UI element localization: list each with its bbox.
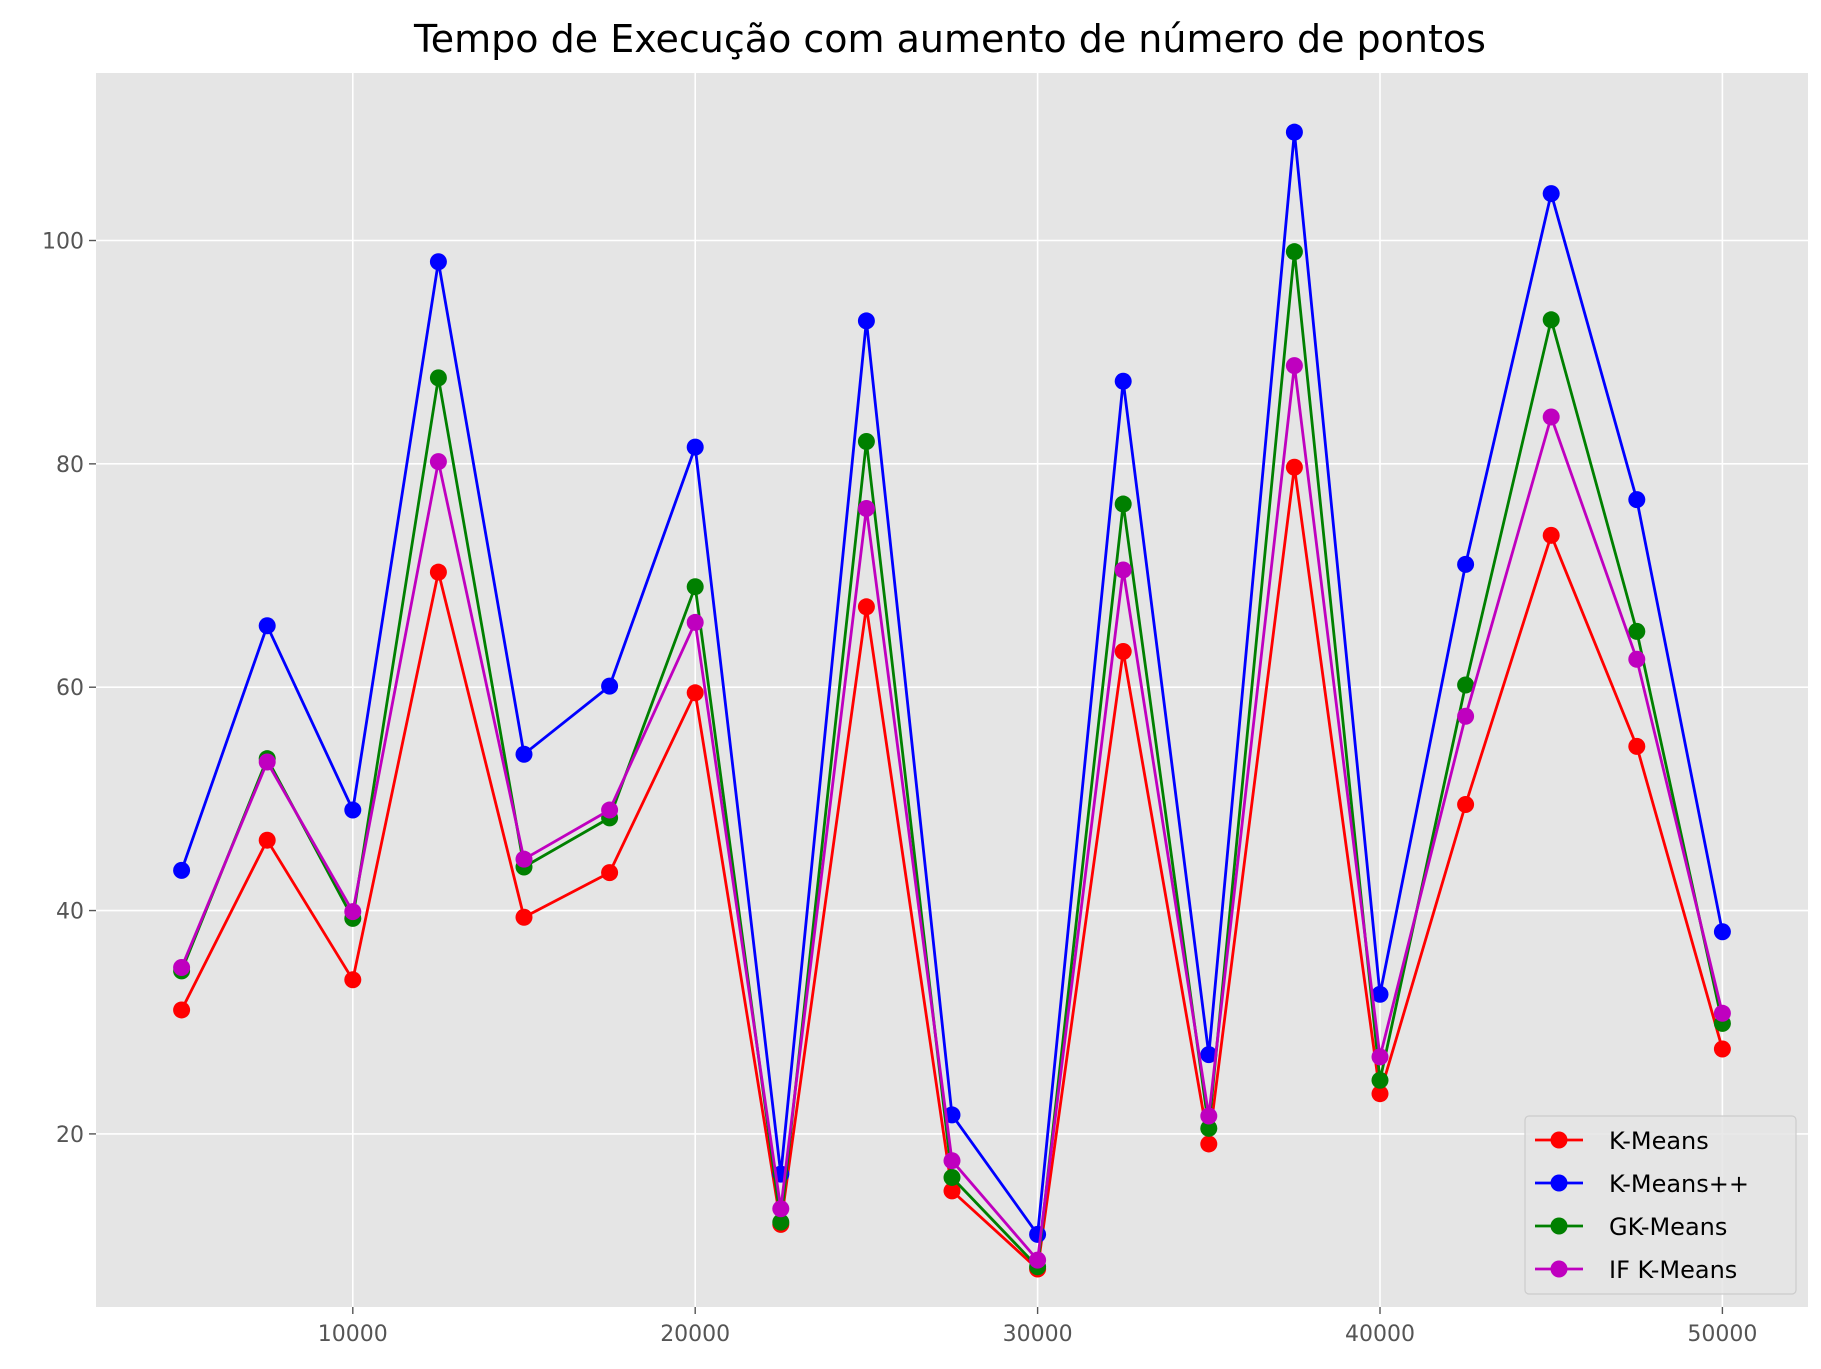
legend-label-k-meansplusplus: K-Means++ [1609,1170,1749,1198]
y-tick-label: 60 [56,676,84,701]
data-point-k-meansplusplus [1457,555,1475,573]
data-point-k-meansplusplus [1114,372,1132,390]
data-point-if-k-means [1371,1048,1389,1066]
data-point-k-means [1542,526,1560,544]
series-layer [173,123,1731,1278]
data-point-k-meansplusplus [1713,923,1731,941]
data-point-gk-means [1542,311,1560,329]
series-k-means [173,458,1731,1278]
legend-marker-gk-means [1550,1217,1568,1235]
data-point-gk-means [1114,495,1132,513]
data-point-if-k-means [686,613,704,631]
data-point-gk-means [1285,243,1303,261]
data-point-k-meansplusplus [857,312,875,330]
data-point-if-k-means [173,959,191,977]
axis-ticks: 10000 20000 30000 40000 50000 20 40 60 80 100 [42,230,1757,1347]
x-tick-label: 50000 [1687,1322,1757,1347]
data-point-if-k-means [772,1200,790,1218]
data-point-gk-means [429,369,447,387]
y-tick-label: 20 [56,1123,84,1148]
data-point-gk-means [772,1213,790,1231]
y-tick-label: 40 [56,900,84,925]
data-point-gk-means [1371,1071,1389,1089]
data-point-if-k-means [601,801,619,819]
data-point-gk-means [1628,622,1646,640]
y-tick-label: 80 [56,453,84,478]
data-point-if-k-means [1285,357,1303,375]
data-point-k-means [1285,458,1303,476]
data-point-k-meansplusplus [1029,1225,1047,1243]
data-point-if-k-means [344,903,362,921]
data-point-k-means [1713,1040,1731,1058]
data-point-k-means [515,908,533,926]
data-point-k-means [857,598,875,616]
x-tick-label: 30000 [1003,1322,1073,1347]
data-point-k-meansplusplus [515,745,533,763]
series-if-k-means [173,357,1731,1269]
data-point-k-means [258,831,276,849]
data-point-k-meansplusplus [686,438,704,456]
data-point-gk-means [943,1168,961,1186]
legend-marker-k-means [1550,1131,1568,1149]
data-point-if-k-means [1713,1004,1731,1022]
data-point-k-means [601,864,619,882]
data-point-if-k-means [429,453,447,471]
data-point-k-meansplusplus [173,861,191,879]
data-point-k-meansplusplus [1371,985,1389,1003]
plot-area [96,73,1808,1307]
data-point-k-meansplusplus [429,253,447,271]
data-point-if-k-means [515,850,533,868]
data-point-gk-means [857,433,875,451]
data-point-k-meansplusplus [601,677,619,695]
data-point-if-k-means [1029,1251,1047,1269]
data-point-k-meansplusplus [1200,1046,1218,1064]
data-point-k-means [1457,795,1475,813]
data-point-if-k-means [1114,561,1132,579]
data-point-k-meansplusplus [344,801,362,819]
series-k-meansplusplus [173,123,1731,1243]
data-point-k-means [1371,1085,1389,1103]
legend-label-gk-means: GK-Means [1609,1213,1727,1241]
data-point-k-means [1114,642,1132,660]
chart-title: Tempo de Execução com aumento de número … [413,17,1486,61]
x-tick-label: 40000 [1345,1322,1415,1347]
legend: K-Means K-Means++ GK-Means IF K-Means [1524,1115,1797,1295]
data-point-gk-means [1457,676,1475,694]
data-point-k-means [686,684,704,702]
legend-label-k-means: K-Means [1609,1127,1709,1155]
data-point-k-means [173,1001,191,1019]
legend-label-if-k-means: IF K-Means [1609,1256,1737,1284]
data-point-if-k-means [857,500,875,518]
data-point-k-meansplusplus [1628,491,1646,509]
data-point-k-means [1200,1135,1218,1153]
data-point-if-k-means [1457,707,1475,725]
data-point-k-means [943,1182,961,1200]
data-point-k-meansplusplus [258,617,276,635]
data-point-if-k-means [1200,1107,1218,1125]
legend-marker-if-k-means [1550,1260,1568,1278]
y-tick-label: 100 [42,230,84,255]
data-point-gk-means [1200,1119,1218,1137]
x-tick-label: 20000 [660,1322,730,1347]
data-point-gk-means [686,578,704,596]
x-tick-label: 10000 [318,1322,388,1347]
data-point-if-k-means [943,1152,961,1170]
data-point-k-means [344,971,362,989]
data-point-if-k-means [1628,650,1646,668]
data-point-if-k-means [1542,408,1560,426]
data-point-k-means [1628,737,1646,755]
legend-box [1524,1115,1797,1295]
data-point-k-means [429,563,447,581]
legend-marker-k-meansplusplus [1550,1174,1568,1192]
data-point-k-meansplusplus [1542,185,1560,203]
data-point-if-k-means [258,753,276,771]
data-point-k-meansplusplus [1285,123,1303,141]
